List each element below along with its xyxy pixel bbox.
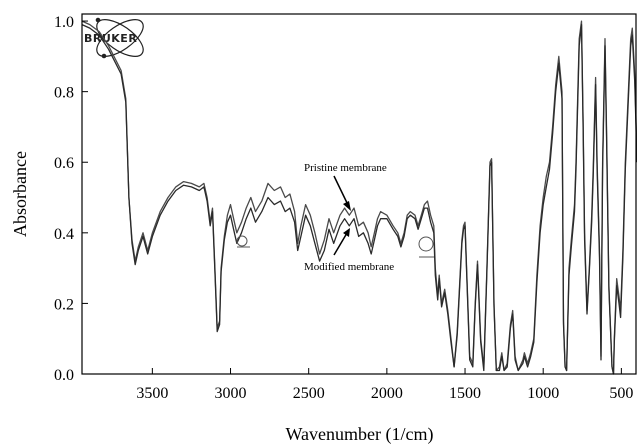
annotation-modified-arrowhead: [343, 228, 350, 237]
marker-circle-right: [418, 236, 434, 252]
y-tick-label: 0.0: [54, 367, 74, 384]
annotation-pristine-arrow-shaft: [333, 175, 350, 208]
annotation-pristine-arrowhead: [343, 201, 351, 211]
series-line-pristine: [81, 20, 637, 375]
y-tick-label: 1.0: [54, 14, 74, 31]
logo-orbit-1: [96, 19, 144, 57]
x-tick-label: 1000: [527, 385, 559, 402]
annotations: Pristine membrane Modified membrane: [236, 162, 434, 273]
marker-circle-left: [236, 235, 248, 247]
logo-electron-1: [95, 17, 101, 23]
y-tick-label: 0.6: [54, 155, 74, 172]
y-tick-label: 0.4: [54, 226, 74, 243]
x-tick-label: 3000: [215, 385, 247, 402]
bruker-logo: BRUKER: [84, 17, 144, 59]
logo-orbit-2: [96, 19, 144, 57]
logo-electron-2: [101, 53, 107, 59]
y-axis: 0.0 0.2 0.4 0.6 0.8 1.0: [54, 14, 88, 384]
annotation-modified-label: Modified membrane: [304, 261, 394, 273]
logo-text: BRUKER: [84, 32, 137, 45]
x-tick-label: 3500: [136, 385, 168, 402]
series-line-modified: [81, 23, 637, 375]
y-tick-label: 0.8: [54, 85, 74, 102]
x-tick-label: 500: [609, 385, 633, 402]
x-axis: 3500 3000 2500 2000 1500 1000 500: [136, 368, 633, 402]
series-layer: [81, 20, 637, 375]
x-tick-label: 2000: [371, 385, 403, 402]
annotation-modified-arrow-shaft: [333, 232, 348, 256]
y-tick-label: 0.2: [54, 296, 74, 313]
x-axis-title: Wavenumber (1/cm): [286, 424, 434, 445]
x-tick-label: 2500: [293, 385, 325, 402]
plot-frame: [81, 13, 637, 375]
y-axis-title: Absorbance: [10, 151, 30, 237]
x-tick-label: 1500: [449, 385, 481, 402]
annotation-pristine-label: Pristine membrane: [304, 162, 387, 174]
